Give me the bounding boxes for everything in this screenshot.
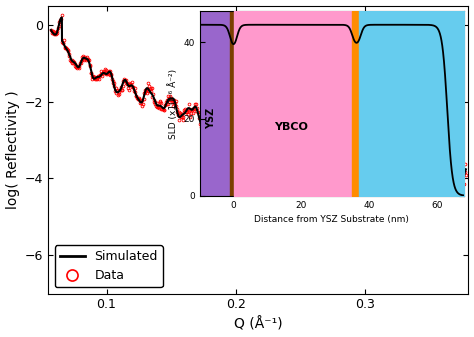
Simulated [207, 109, 213, 113]
Simulated [96, 75, 101, 79]
Data [463, 173, 469, 177]
Data [372, 165, 377, 169]
Simulated [463, 167, 469, 171]
Data [48, 28, 54, 32]
Simulated [458, 182, 464, 186]
Legend: Simulated, Data: Simulated, Data [55, 245, 163, 287]
Data [458, 189, 464, 193]
Line: Data: Data [50, 14, 467, 192]
Simulated [410, 172, 416, 176]
X-axis label: Q (Å⁻¹): Q (Å⁻¹) [234, 317, 283, 332]
Simulated [225, 128, 231, 132]
Simulated [455, 180, 461, 184]
Data [180, 115, 185, 119]
Simulated [120, 81, 126, 85]
Y-axis label: log( Reflectivity ): log( Reflectivity ) [6, 90, 19, 209]
Line: Simulated: Simulated [51, 18, 466, 184]
Data [423, 163, 428, 167]
Data [59, 13, 64, 18]
Data [150, 92, 156, 96]
Data [165, 94, 171, 98]
Data [321, 140, 327, 144]
Simulated [59, 16, 65, 20]
Simulated [48, 28, 54, 32]
